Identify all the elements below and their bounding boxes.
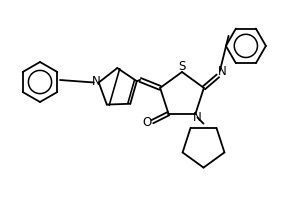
Text: N: N [218,65,226,78]
Text: S: S [178,60,186,73]
Text: N: N [193,111,202,124]
Text: N: N [92,75,100,88]
Text: O: O [143,116,152,129]
